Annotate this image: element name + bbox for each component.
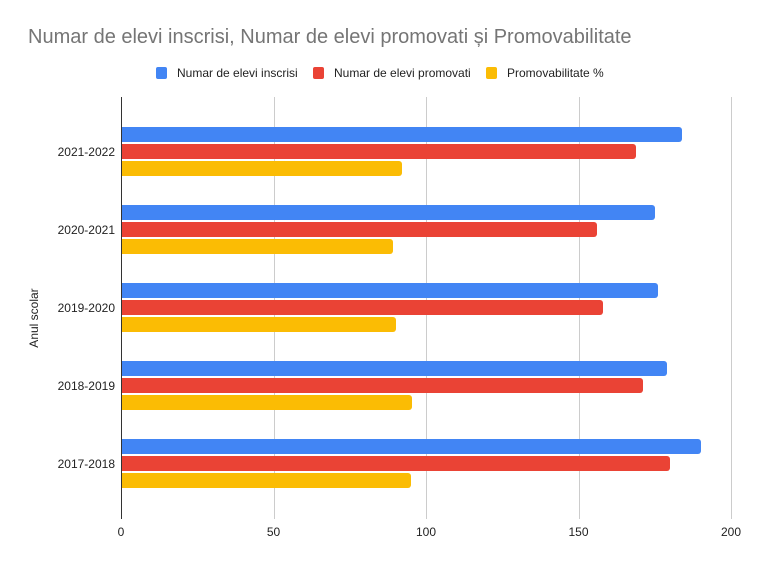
bar[interactable] <box>122 300 603 315</box>
bar[interactable] <box>122 283 658 298</box>
plot-area <box>121 97 732 519</box>
x-axis-tick-label: 200 <box>720 525 742 539</box>
bar[interactable] <box>122 222 597 237</box>
legend-label: Numar de elevi promovati <box>334 66 471 80</box>
y-axis-title: Anul scolar <box>27 288 41 348</box>
bar[interactable] <box>122 378 643 393</box>
bar[interactable] <box>122 144 637 159</box>
y-axis-label: 2018-2019 <box>57 378 115 393</box>
chart-title: Numar de elevi inscrisi, Numar de elevi … <box>28 26 632 48</box>
legend-swatch-blue-icon <box>156 67 167 79</box>
x-axis-tick-label: 100 <box>415 525 437 539</box>
bar[interactable] <box>122 205 655 220</box>
x-axis-tick-label: 50 <box>266 525 281 539</box>
bar[interactable] <box>122 317 396 332</box>
gridline <box>731 97 732 519</box>
legend-item-promovabilitate[interactable]: Promovabilitate % <box>486 66 604 80</box>
bar[interactable] <box>122 161 402 176</box>
bar[interactable] <box>122 361 667 376</box>
bar[interactable] <box>122 239 394 254</box>
legend-swatch-yellow-icon <box>486 67 497 79</box>
bar[interactable] <box>122 473 411 488</box>
y-axis-label: 2021-2022 <box>57 144 115 159</box>
legend-label: Numar de elevi inscrisi <box>177 66 298 80</box>
x-axis-tick-label: 0 <box>117 525 125 539</box>
y-axis-label: 2017-2018 <box>57 456 115 471</box>
bar[interactable] <box>122 127 683 142</box>
legend-item-inscrisi[interactable]: Numar de elevi inscrisi <box>156 66 298 80</box>
x-axis-tick-label: 150 <box>568 525 589 539</box>
y-axis-line <box>121 97 122 519</box>
legend-label: Promovabilitate % <box>507 66 604 80</box>
y-axis-label: 2019-2020 <box>57 300 115 315</box>
legend-swatch-red-icon <box>313 67 324 79</box>
y-axis-label: 2020-2021 <box>57 222 115 237</box>
legend-item-promovati[interactable]: Numar de elevi promovati <box>313 66 471 80</box>
bar[interactable] <box>122 395 413 410</box>
legend: Numar de elevi inscrisi Numar de elevi p… <box>0 66 758 82</box>
bar[interactable] <box>122 456 670 471</box>
bar[interactable] <box>122 439 701 454</box>
